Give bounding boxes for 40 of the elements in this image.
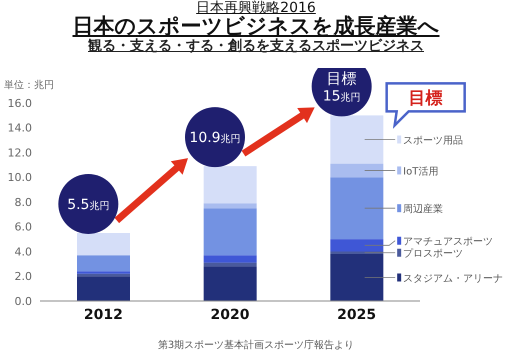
bar: [330, 164, 384, 178]
text: 第3期スポーツ基本計画スポーツ庁報告より: [156, 340, 356, 352]
bar: [204, 255, 257, 263]
bar: [204, 203, 257, 208]
y-tick-label: 6.0: [14, 220, 32, 234]
y-tick-label: 14.0: [8, 122, 32, 135]
legend-label: スポーツ用品: [403, 136, 464, 147]
chart-subtitle: 観る・支える・する・創るを支えるスポーツビジネス: [86, 38, 425, 55]
bar: [330, 177, 384, 240]
y-tick-label: 10.0: [8, 171, 32, 184]
text: 日本再興戦略2016: [195, 0, 317, 16]
annotation: 目標 15兆円: [322, 69, 361, 104]
bar: [77, 274, 130, 276]
y-tick-label: 12.0: [8, 146, 32, 160]
legend-label: 周辺産業: [403, 203, 444, 216]
bar: [330, 239, 384, 252]
bar: [330, 254, 384, 301]
legend-label: スタジアム・アリーナ: [403, 273, 504, 284]
bar: [204, 266, 257, 301]
bar: [77, 255, 130, 272]
legend-label: IoT活用: [403, 165, 438, 178]
chart-title: 日本のスポーツビジネスを成長産業へ: [72, 14, 440, 38]
annotation: 目標: [408, 88, 443, 108]
x-tick-label: 2012: [84, 306, 123, 323]
y-axis-title: 単位：兆円: [4, 79, 54, 91]
bar: [204, 262, 257, 266]
bar: [204, 208, 257, 256]
annotation: 5.5兆円: [67, 196, 110, 213]
legend-label: アマチュアスポーツ: [403, 236, 494, 248]
x-tick-label: 2025: [337, 306, 376, 323]
bar: [77, 276, 130, 301]
y-tick-label: 16.0: [8, 96, 32, 110]
y-tick-label: 0.0: [14, 294, 32, 308]
legend-label: プロスポーツ: [403, 248, 464, 260]
y-tick-label: 4.0: [14, 245, 32, 258]
bar: [77, 271, 130, 274]
y-tick-label: 2.0: [14, 270, 32, 284]
y-tick-label: 8.0: [14, 196, 32, 209]
annotation: 10.9兆円: [189, 130, 241, 146]
x-tick-label: 2020: [210, 306, 250, 323]
